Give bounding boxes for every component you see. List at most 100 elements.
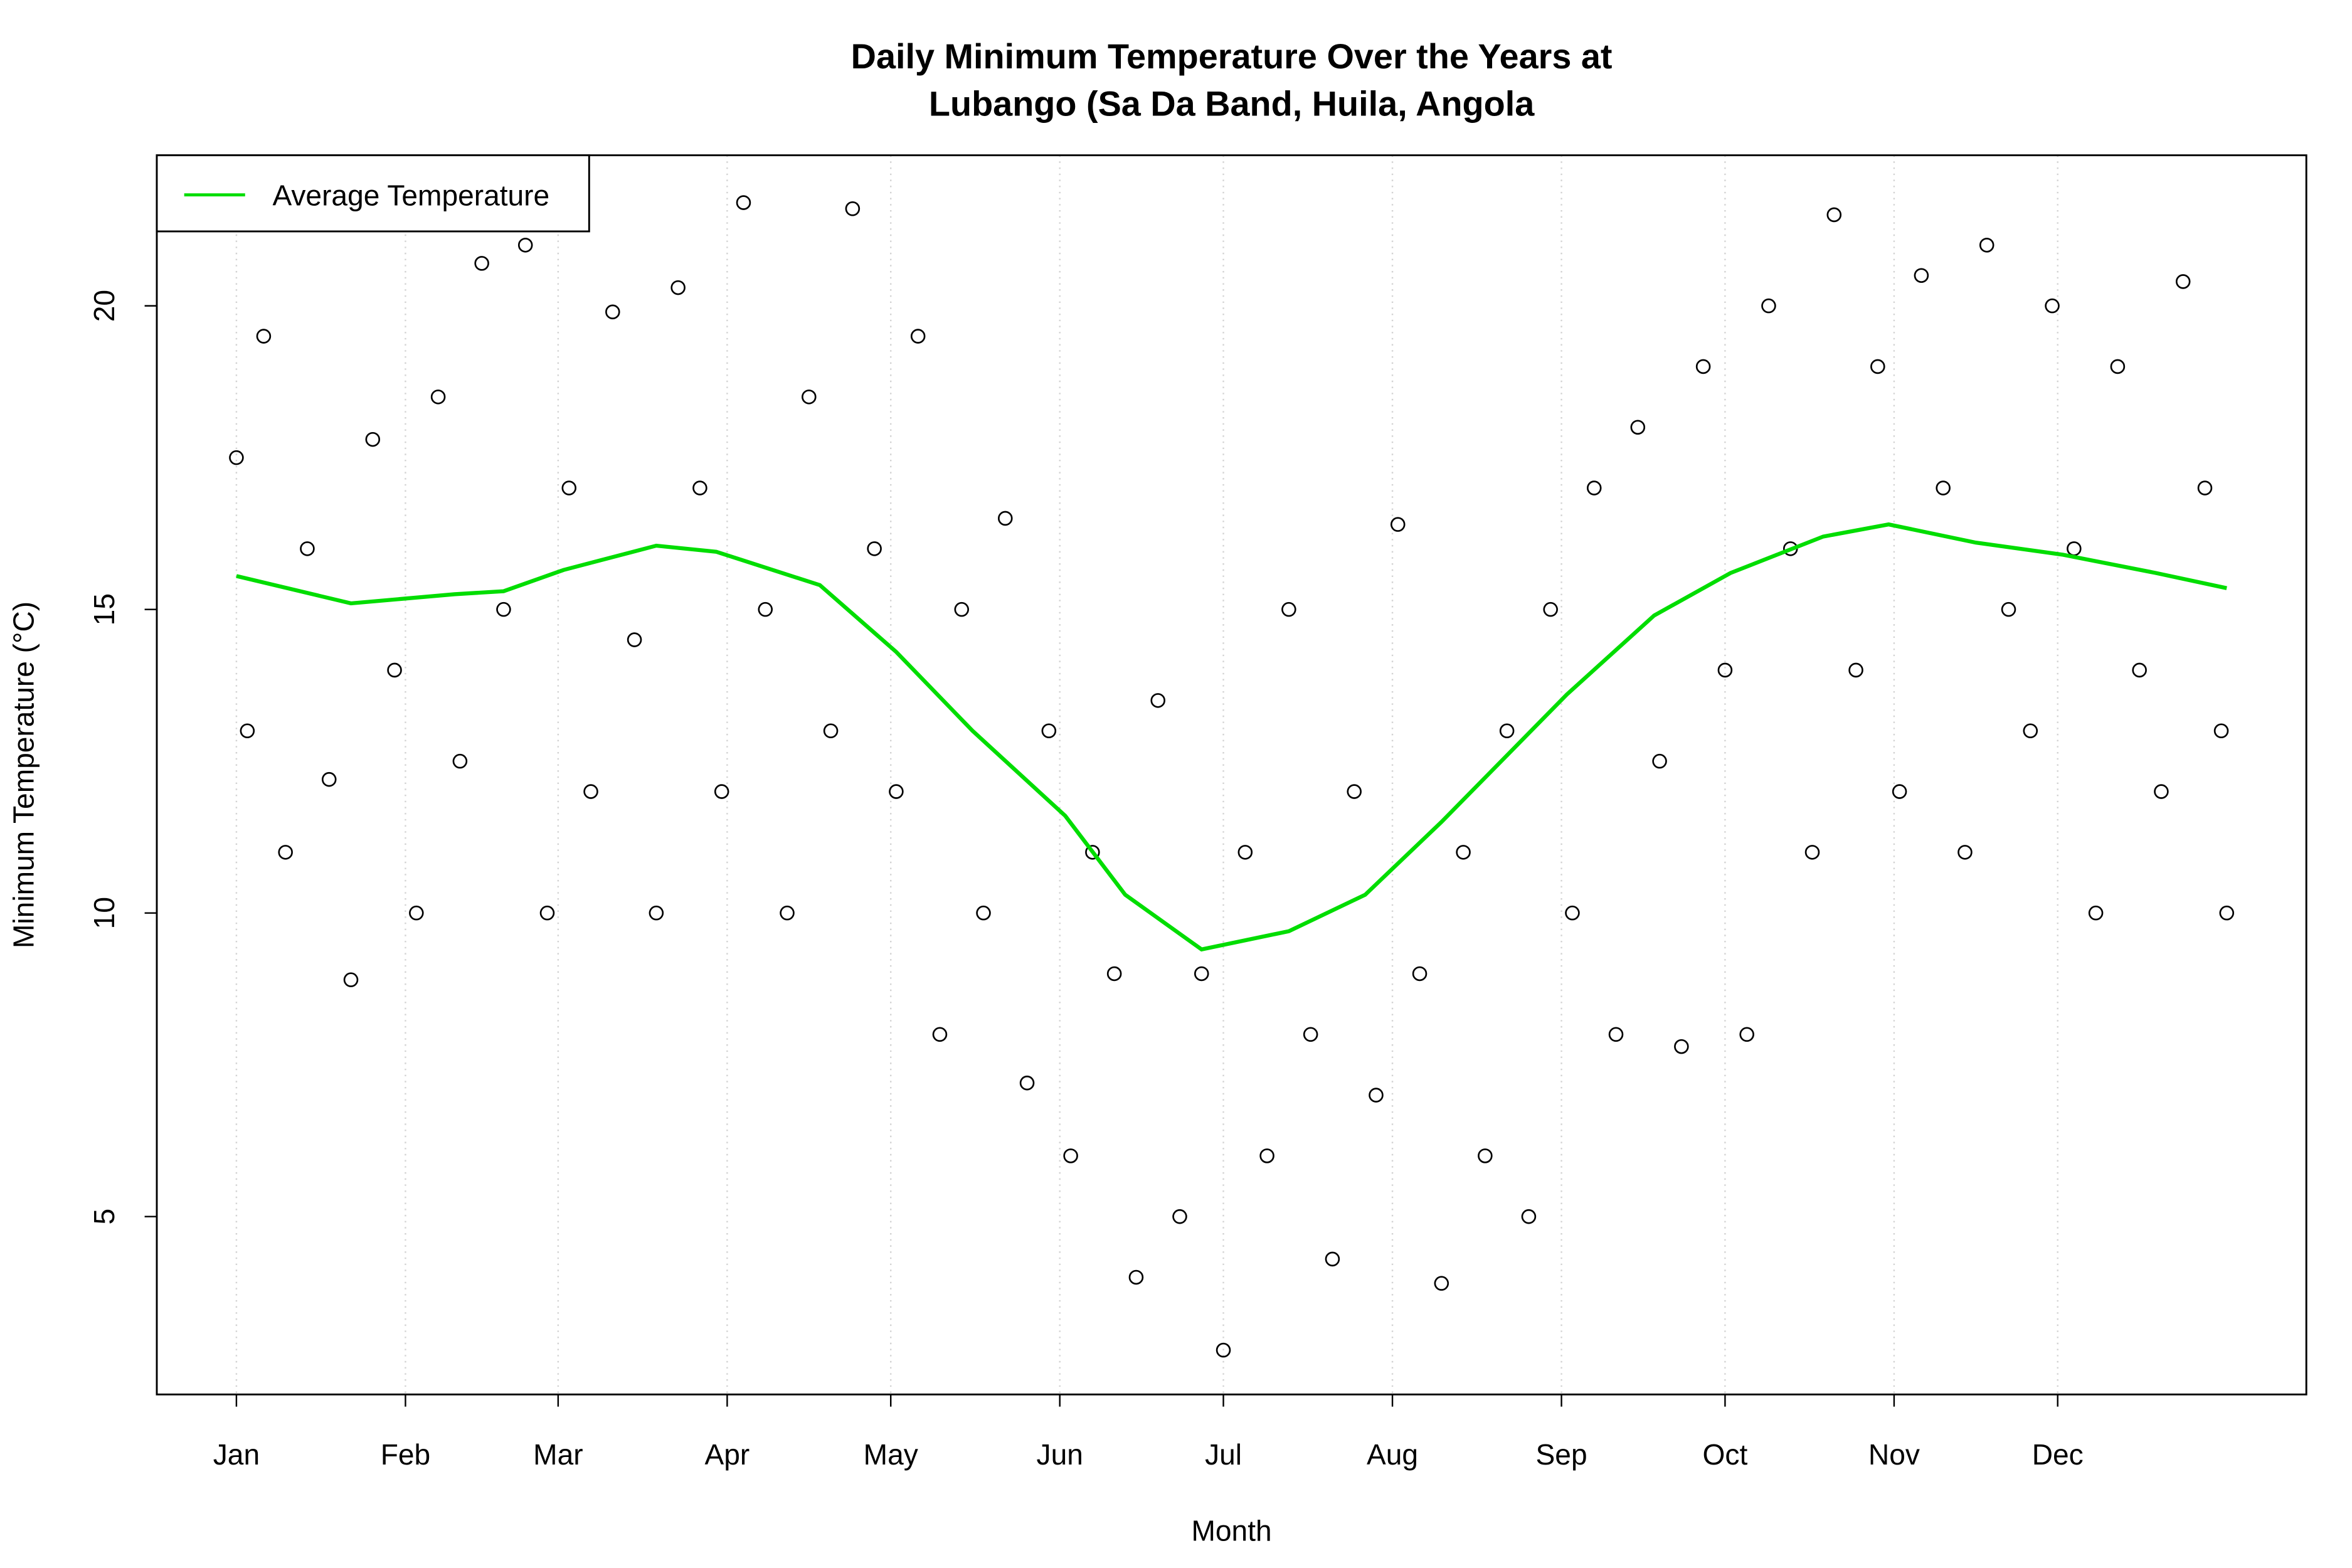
- point: [910, 329, 926, 344]
- point: [1674, 1039, 1689, 1054]
- point: [1936, 480, 1951, 495]
- point: [452, 753, 468, 769]
- point: [2132, 662, 2147, 678]
- point: [736, 195, 751, 210]
- x-tick-label: Apr: [705, 1438, 750, 1471]
- point: [649, 905, 664, 921]
- plot-frame: [156, 154, 2307, 1396]
- point: [517, 238, 533, 253]
- point: [583, 784, 598, 799]
- point: [2197, 480, 2213, 495]
- point: [889, 784, 904, 799]
- point: [409, 905, 424, 921]
- point: [1194, 966, 1209, 982]
- y-tick-label: 20: [88, 290, 120, 322]
- point: [2154, 784, 2169, 799]
- point: [1106, 966, 1122, 982]
- point: [1150, 693, 1165, 708]
- point: [1979, 238, 1994, 253]
- point: [496, 601, 511, 617]
- point: [867, 541, 882, 556]
- point: [1063, 1148, 1078, 1163]
- point: [1804, 845, 1820, 860]
- point: [1608, 1027, 1624, 1042]
- point: [1914, 268, 1929, 283]
- point: [1390, 517, 1406, 532]
- point: [932, 1027, 948, 1042]
- point: [845, 201, 861, 216]
- point: [1630, 420, 1646, 435]
- point: [561, 480, 577, 495]
- point: [976, 905, 991, 921]
- point: [1892, 784, 1907, 799]
- point: [2110, 359, 2126, 374]
- point: [1521, 1209, 1537, 1224]
- point: [2088, 905, 2104, 921]
- point: [1848, 662, 1863, 678]
- point: [1543, 601, 1558, 617]
- point: [802, 389, 817, 405]
- point: [1347, 784, 1362, 799]
- point: [365, 432, 381, 447]
- point: [627, 632, 642, 647]
- point: [1565, 905, 1580, 921]
- point: [1695, 359, 1711, 374]
- point: [2023, 723, 2038, 739]
- point: [1216, 1342, 1231, 1358]
- x-tick-label: May: [864, 1438, 918, 1471]
- point: [1761, 298, 1776, 314]
- chart-title: Lubango (Sa Da Band, Huila, Angola: [929, 83, 1535, 123]
- point: [670, 280, 686, 295]
- point: [1019, 1075, 1035, 1091]
- point: [1128, 1269, 1144, 1285]
- point: [1085, 845, 1100, 860]
- point: [1237, 845, 1253, 860]
- point: [605, 304, 620, 320]
- point: [2045, 298, 2060, 314]
- point: [1739, 1027, 1754, 1042]
- point: [2219, 905, 2235, 921]
- legend-label: Average Temperature: [272, 179, 549, 212]
- x-tick-label: Mar: [533, 1438, 583, 1471]
- x-tick-label: Sep: [1536, 1438, 1587, 1471]
- point: [321, 771, 337, 787]
- point: [1826, 207, 1842, 223]
- point: [1412, 966, 1428, 982]
- point: [780, 905, 795, 921]
- x-tick-label: Aug: [1367, 1438, 1418, 1471]
- x-tick-label: Jun: [1037, 1438, 1083, 1471]
- point: [1478, 1148, 1493, 1163]
- x-tick-label: Jul: [1205, 1438, 1242, 1471]
- x-axis-label: Month: [1192, 1514, 1272, 1547]
- point: [1717, 662, 1733, 678]
- point: [954, 601, 970, 617]
- point: [1281, 601, 1296, 617]
- point: [343, 972, 359, 987]
- point: [1870, 359, 1885, 374]
- point: [387, 662, 402, 678]
- point: [692, 480, 707, 495]
- y-tick-label: 15: [88, 593, 120, 625]
- point: [1325, 1251, 1340, 1267]
- point: [430, 389, 446, 405]
- point: [1652, 753, 1667, 769]
- chart-title: Daily Minimum Temperature Over the Years…: [851, 36, 1613, 76]
- point: [300, 541, 315, 556]
- point: [2213, 723, 2229, 739]
- point: [256, 329, 272, 344]
- point: [2001, 601, 2016, 617]
- point: [1499, 723, 1515, 739]
- point: [1303, 1027, 1318, 1042]
- point: [1041, 723, 1057, 739]
- point: [1456, 845, 1471, 860]
- x-tick-label: Jan: [213, 1438, 260, 1471]
- x-tick-label: Feb: [381, 1438, 430, 1471]
- x-tick-label: Dec: [2032, 1438, 2084, 1471]
- point: [474, 256, 489, 271]
- point: [1172, 1209, 1187, 1224]
- y-tick-label: 5: [88, 1209, 120, 1225]
- point: [823, 723, 839, 739]
